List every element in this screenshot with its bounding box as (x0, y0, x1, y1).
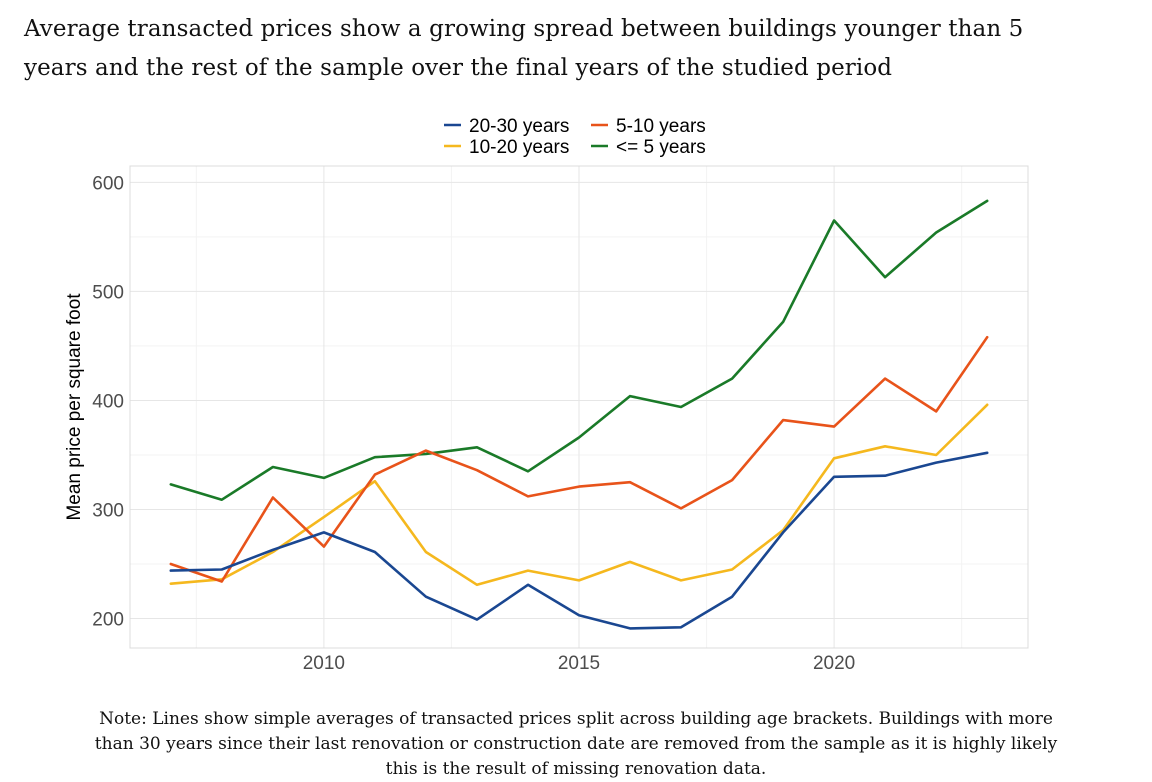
x-tick-label: 2015 (558, 653, 600, 674)
chart-title: Average transacted prices show a growing… (24, 10, 1024, 88)
series-lines (169, 199, 989, 630)
series-line-5-10-years (169, 335, 989, 583)
legend-label: 10-20 years (469, 137, 569, 158)
legend-label: <= 5 years (616, 137, 706, 158)
chart-title-line-2: years and the rest of the sample over th… (24, 55, 893, 81)
chart-legend: 20-30 years 5-10 years 10-20 years <= 5 yea… (444, 116, 706, 158)
legend-label: 20-30 years (469, 116, 569, 137)
series-line-5-years (169, 199, 989, 502)
y-axis-tick-labels: 200 300 400 500 600 (92, 173, 124, 630)
chart-note: Note: Lines show simple averages of tran… (0, 707, 1152, 782)
y-tick-label: 400 (92, 391, 124, 412)
major-gridlines (130, 166, 1028, 648)
y-tick-label: 500 (92, 282, 124, 303)
y-axis-label: Mean price per square foot (64, 293, 85, 521)
plot-panel-border (129, 165, 1029, 649)
y-tick-label: 600 (92, 173, 124, 194)
chart-note-line-3: this is the result of missing renovation… (385, 759, 767, 779)
chart-note-line-1: Note: Lines show simple averages of tran… (99, 709, 1053, 729)
series-line-20-30-years (169, 451, 989, 630)
y-tick-label: 300 (92, 501, 124, 522)
legend-label: 5-10 years (616, 116, 706, 137)
x-axis-tick-labels: 2010 2015 2020 (303, 653, 856, 674)
y-tick-label: 200 (92, 610, 124, 631)
x-tick-label: 2020 (813, 653, 855, 674)
chart-title-line-1: Average transacted prices show a growing… (24, 16, 1024, 42)
chart-note-line-2: than 30 years since their last renovatio… (94, 734, 1058, 754)
x-tick-label: 2010 (303, 653, 345, 674)
